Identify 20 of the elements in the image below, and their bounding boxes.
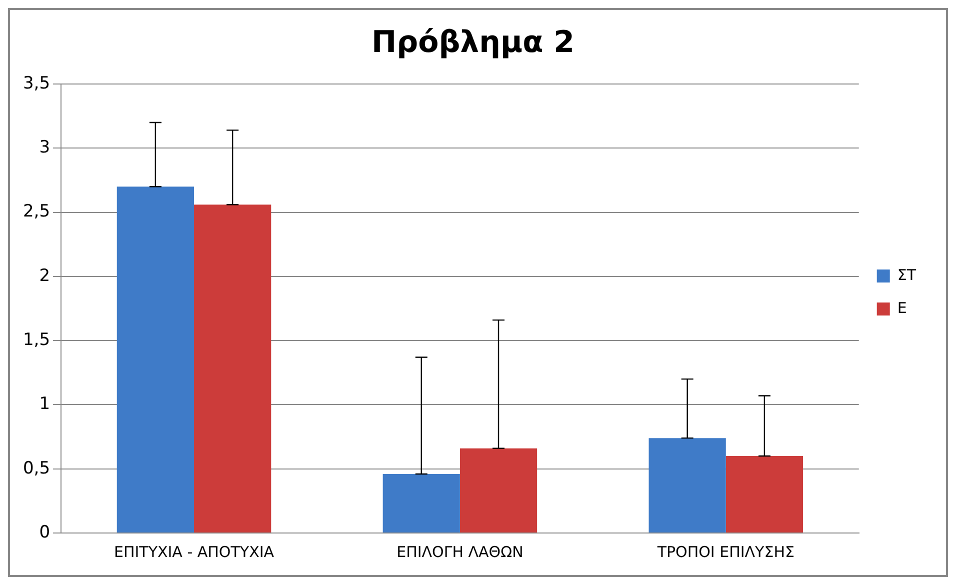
x-tick-label: ΕΠΙΛΟΓΗ ΛΑΘΩΝ bbox=[396, 542, 524, 561]
bar bbox=[648, 438, 726, 532]
legend-label: ΣΤ bbox=[897, 266, 917, 284]
x-tick-label: ΤΡΟΠΟΙ ΕΠΙΛΥΣΗΣ bbox=[656, 542, 794, 561]
y-tick-label: 2,5 bbox=[22, 202, 50, 222]
y-tick-label: 3,5 bbox=[22, 73, 50, 94]
bar bbox=[726, 456, 804, 532]
chart-title: Πρόβλημα 2 bbox=[371, 24, 575, 60]
bar bbox=[116, 186, 194, 532]
y-tick-label: 3 bbox=[39, 138, 50, 158]
bar bbox=[382, 474, 460, 532]
x-tick-label: ΕΠΙΤΥΧΙΑ - ΑΠΟΤΥΧΙΑ bbox=[114, 542, 275, 561]
bar bbox=[194, 204, 272, 532]
y-tick-label: 1 bbox=[39, 394, 50, 414]
y-tick-label: 0,5 bbox=[22, 458, 50, 478]
y-tick-label: 2 bbox=[39, 266, 50, 286]
y-tick-label: 1,5 bbox=[22, 330, 50, 350]
bar bbox=[460, 448, 538, 532]
y-tick-label: 0 bbox=[39, 522, 50, 542]
legend-label: Ε bbox=[897, 298, 907, 317]
